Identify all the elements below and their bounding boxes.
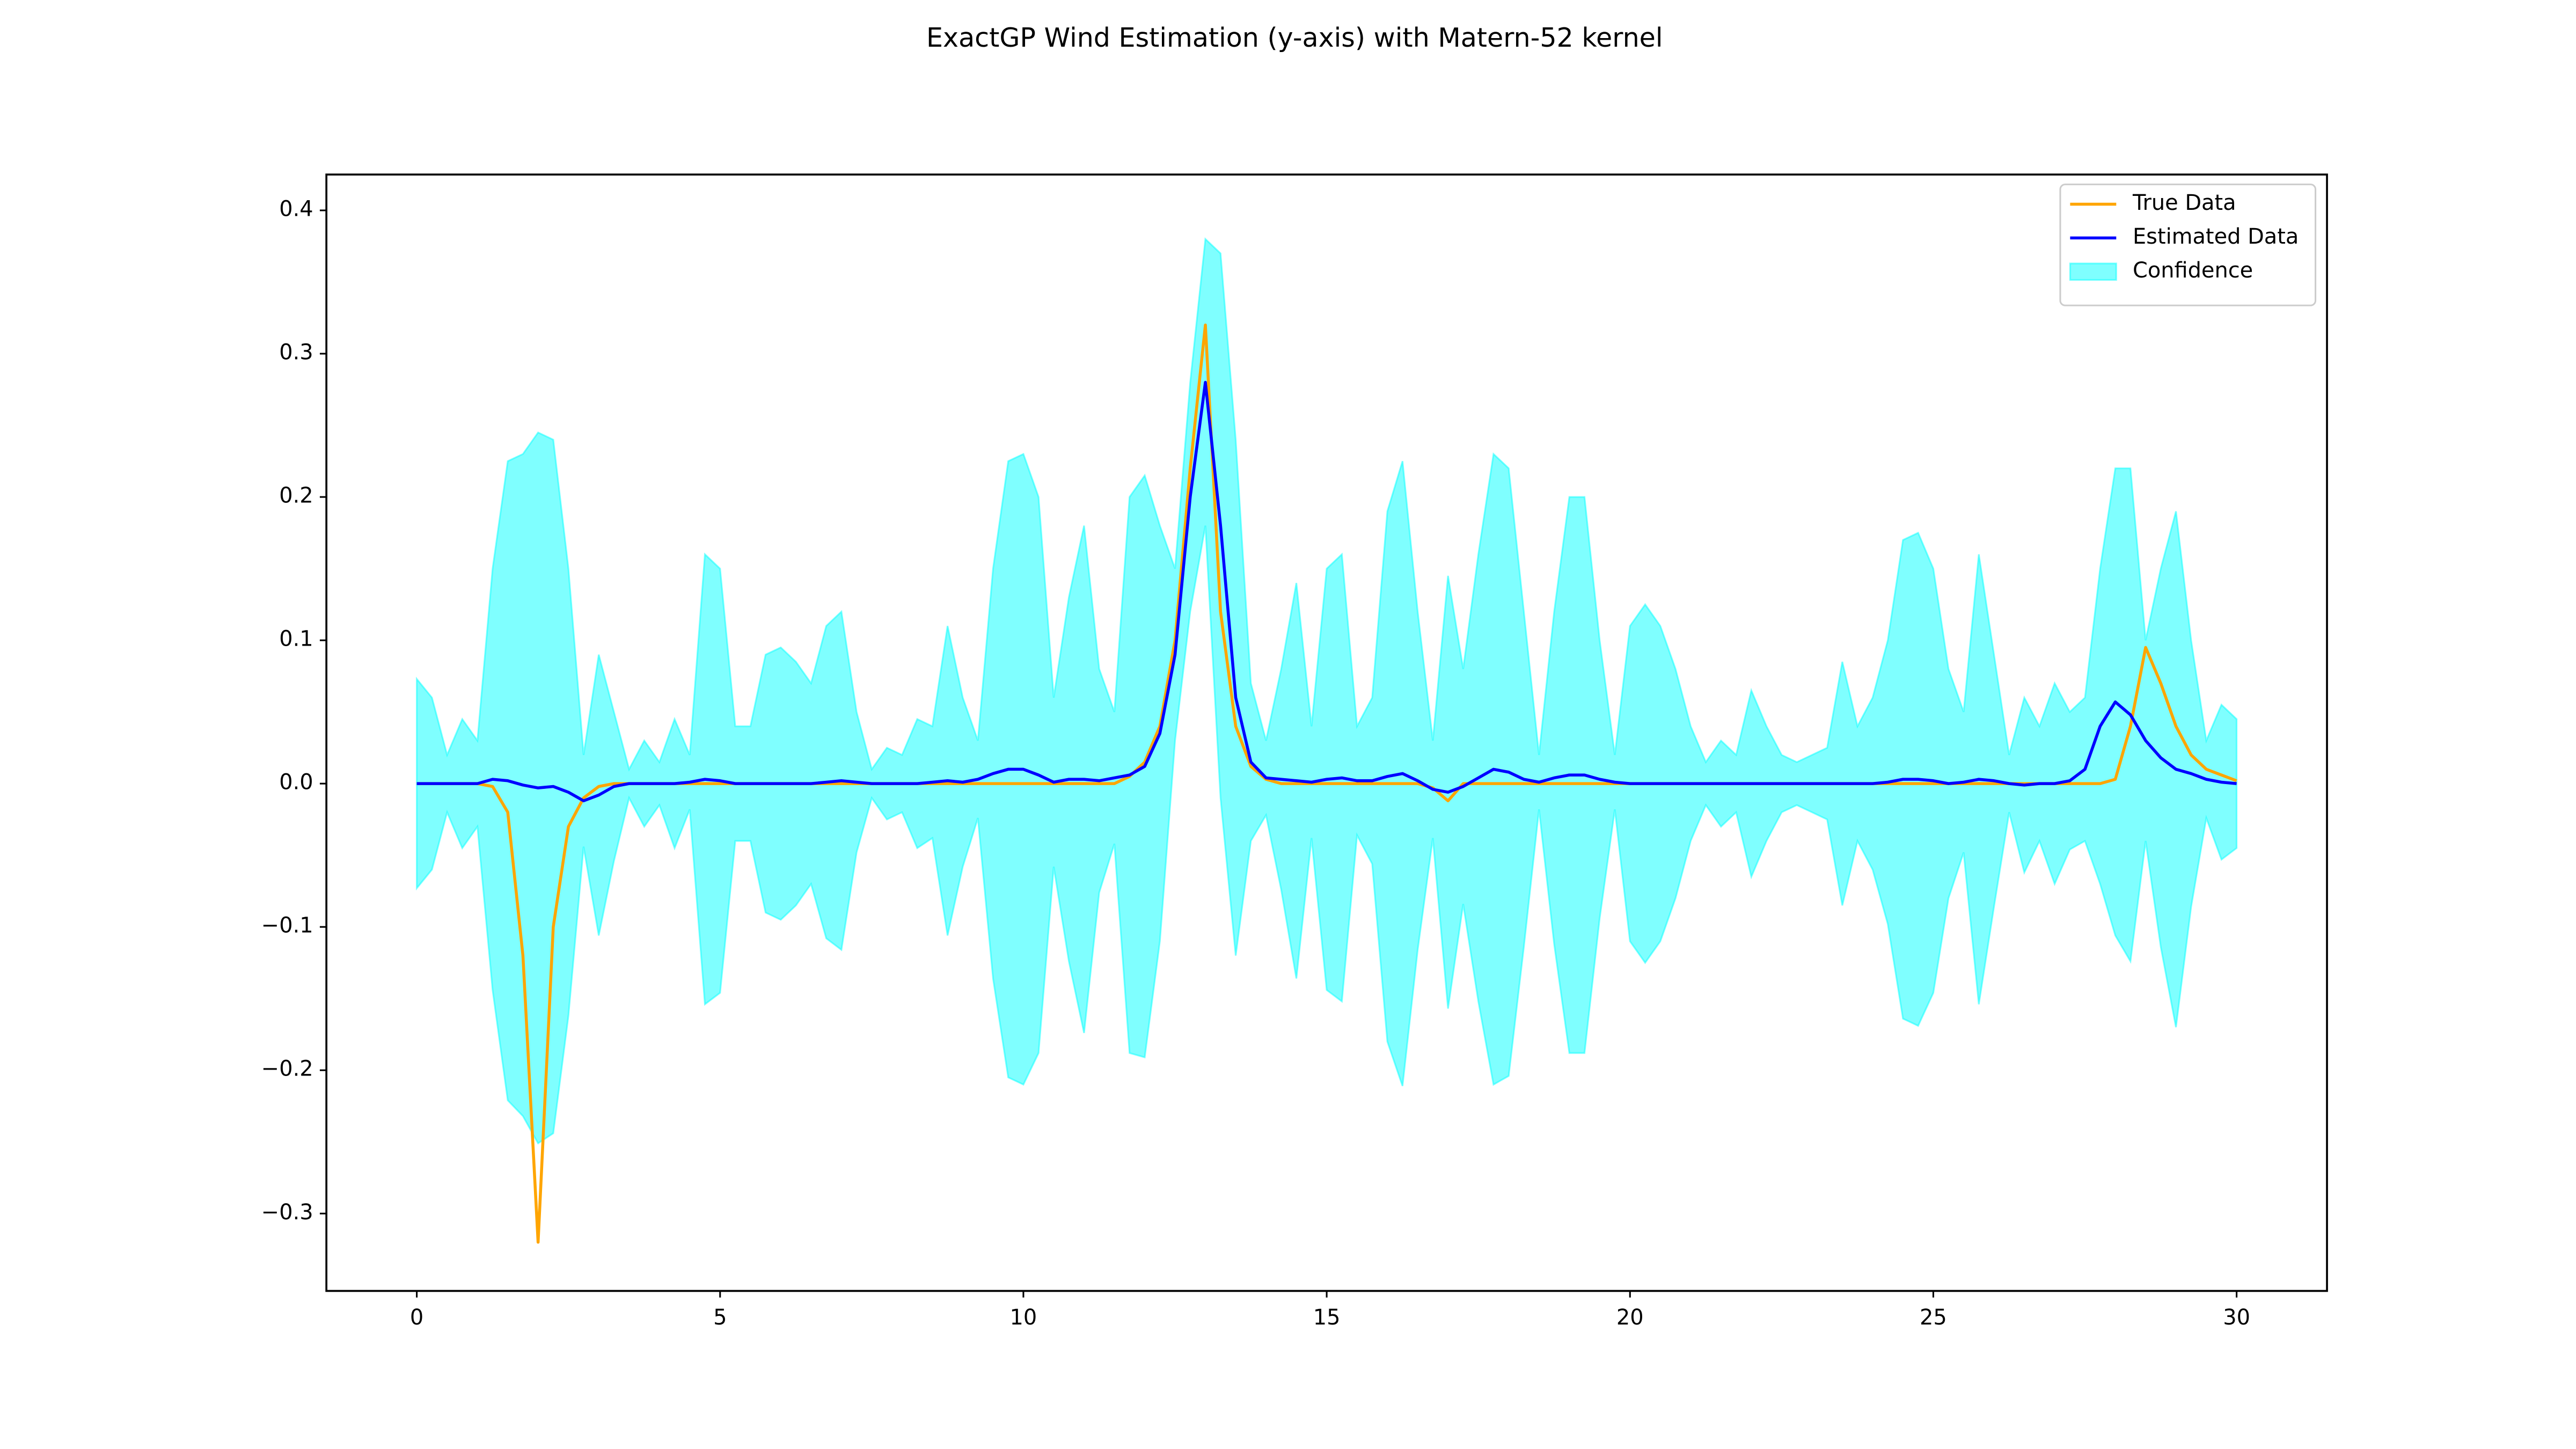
x-tick-label: 20 — [1616, 1305, 1644, 1330]
plot-area — [416, 237, 2238, 1244]
x-tick-label: 0 — [410, 1305, 423, 1330]
y-tick-label: 0.4 — [279, 196, 313, 221]
data-line — [416, 380, 2237, 802]
legend-patch — [2069, 262, 2117, 281]
x-tick-label: 25 — [1920, 1305, 1947, 1330]
x-tick-label: 15 — [1313, 1305, 1341, 1330]
legend-label: Estimated Data — [2133, 224, 2299, 249]
legend-label: True Data — [2132, 191, 2236, 215]
confidence-band — [416, 237, 2238, 1145]
y-tick-label: −0.1 — [261, 913, 313, 938]
y-tick-label: −0.3 — [261, 1200, 313, 1225]
y-tick-label: 0.3 — [279, 340, 313, 365]
legend-box — [2059, 184, 2317, 306]
y-tick-label: 0.1 — [279, 627, 313, 652]
y-tick-label: −0.2 — [261, 1057, 313, 1081]
chart-title: ExactGP Wind Estimation (y-axis) with Ma… — [926, 22, 1663, 53]
x-tick-label: 10 — [1010, 1305, 1037, 1330]
x-tick-label: 30 — [2223, 1305, 2250, 1330]
x-tick-label: 5 — [713, 1305, 727, 1330]
data-line — [416, 323, 2237, 1244]
y-tick-label: 0.0 — [279, 770, 313, 795]
y-tick-label: 0.2 — [279, 484, 313, 508]
legend-label: Confidence — [2133, 258, 2253, 283]
